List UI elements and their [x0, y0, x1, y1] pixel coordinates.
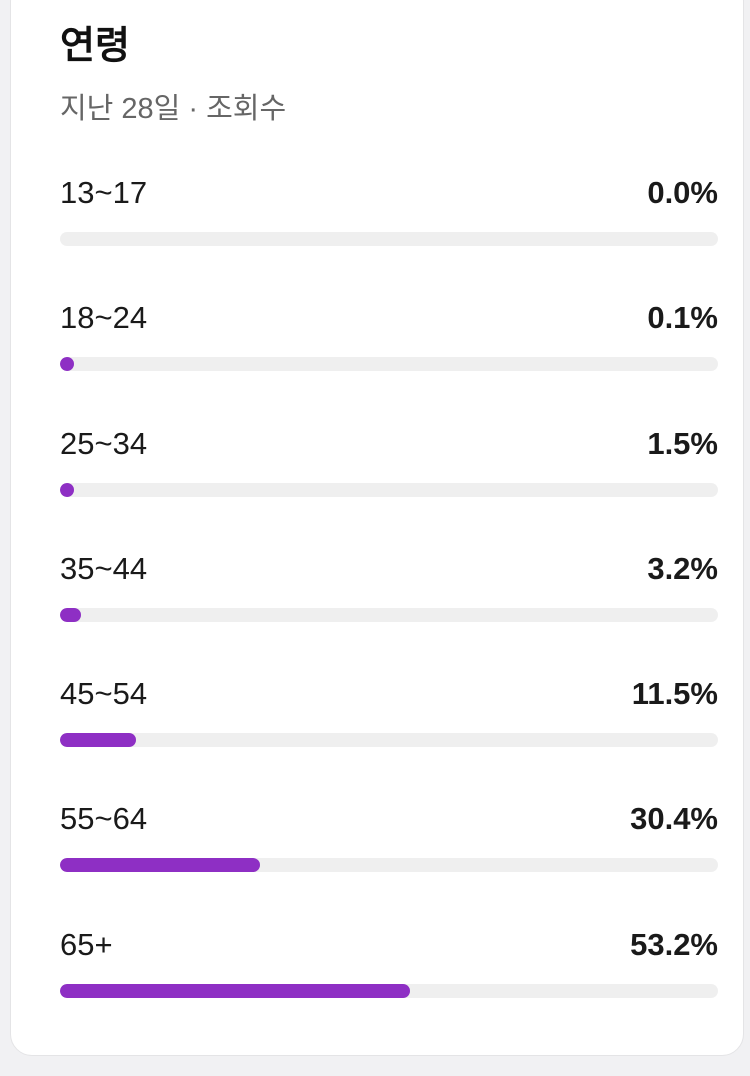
- age-percentage: 30.4%: [630, 801, 718, 837]
- age-range-label: 35~44: [60, 550, 148, 586]
- percentage-bar-fill: [60, 858, 261, 873]
- age-row-35-44: 35~44 3.2%: [60, 549, 718, 674]
- percentage-bar-fill: [60, 482, 74, 497]
- percentage-bar-track: [60, 482, 718, 497]
- age-percentage: 0.0%: [647, 175, 718, 210]
- percentage-bar-track: [60, 733, 718, 748]
- percentage-bar-track: [60, 983, 718, 998]
- age-percentage: 3.2%: [647, 550, 718, 586]
- percentage-bar-fill: [60, 607, 82, 622]
- age-percentage: 53.2%: [630, 926, 718, 962]
- percentage-bar-track: [60, 357, 718, 372]
- age-row-45-54: 45~54 11.5%: [60, 674, 718, 799]
- age-percentage: 1.5%: [647, 425, 718, 461]
- age-range-label: 55~64: [60, 801, 148, 837]
- age-range-label: 25~34: [60, 425, 148, 461]
- percentage-bar-track: [60, 858, 718, 873]
- age-range-label: 45~54: [60, 676, 148, 712]
- age-row-18-24: 18~24 0.1%: [60, 298, 718, 423]
- age-breakdown-card: 연령 지난 28일 · 조회수 13~17 0.0% 18~24 0.1% 25…: [10, 0, 744, 1056]
- age-percentage: 11.5%: [631, 676, 718, 712]
- percentage-bar-fill: [60, 733, 136, 748]
- card-subtitle: 지난 28일 · 조회수: [60, 93, 287, 125]
- percentage-bar-fill: [60, 357, 74, 372]
- age-row-65-plus: 65+ 53.2%: [60, 925, 718, 1050]
- percentage-bar-track: [60, 607, 718, 622]
- age-row-25-34: 25~34 1.5%: [60, 424, 718, 549]
- age-row-13-17: 13~17 0.0%: [60, 173, 718, 298]
- card-title: 연령: [60, 25, 130, 67]
- percentage-bar-fill: [60, 983, 411, 998]
- age-group-list: 13~17 0.0% 18~24 0.1% 25~34 1.5% 35~44 3…: [60, 173, 718, 1050]
- percentage-bar-track: [60, 232, 718, 246]
- age-range-label: 18~24: [60, 300, 148, 336]
- age-range-label: 65+: [60, 926, 113, 962]
- age-range-label: 13~17: [60, 175, 148, 210]
- age-row-55-64: 55~64 30.4%: [60, 799, 718, 924]
- age-percentage: 0.1%: [647, 300, 718, 336]
